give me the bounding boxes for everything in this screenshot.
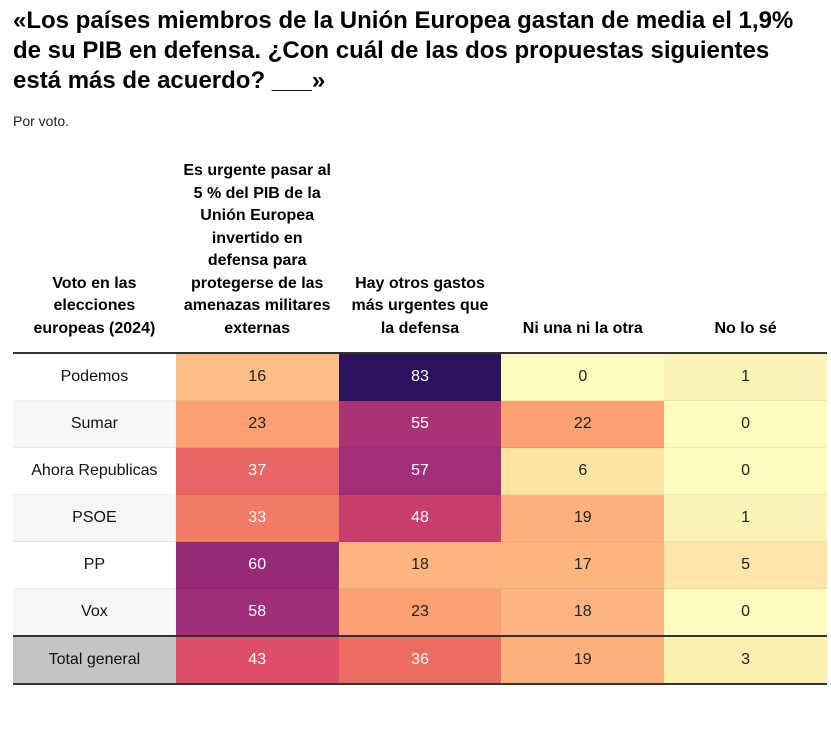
heatmap-cell: 19 — [501, 635, 665, 685]
heatmap-cell: 43 — [175, 635, 339, 685]
table-row: Sumar 23 55 22 0 — [13, 400, 827, 448]
heatmap-cell: 48 — [338, 494, 502, 542]
heatmap-cell: 0 — [501, 353, 665, 401]
column-header: Es urgente pasar al 5 % del PIB de la Un… — [175, 160, 339, 354]
title: «Los países miembros de la Unión Europea… — [13, 7, 794, 94]
row-label: PSOE — [13, 494, 176, 542]
heatmap-cell: 16 — [175, 353, 339, 401]
heatmap-cell: 57 — [338, 447, 502, 495]
heatmap-cell: 83 — [338, 353, 502, 401]
column-header: Hay otros gastos más urgentes que la def… — [338, 160, 502, 354]
row-label: Vox — [13, 588, 176, 637]
heatmap-cell: 18 — [338, 541, 502, 589]
heatmap-cell: 22 — [501, 400, 665, 448]
heatmap-cell: 0 — [664, 400, 827, 448]
table-row: PP 60 18 17 5 — [13, 541, 827, 589]
heatmap-cell: 0 — [664, 588, 827, 637]
table-row: Podemos 16 83 0 1 — [13, 353, 827, 401]
row-label: Total general — [13, 635, 176, 685]
row-label: Sumar — [13, 400, 176, 448]
column-header: No lo sé — [664, 160, 827, 354]
heatmap-cell: 17 — [501, 541, 665, 589]
column-header: Ni una ni la otra — [501, 160, 665, 354]
table-row: Total general 43 36 19 3 — [13, 635, 827, 685]
row-label: Podemos — [13, 353, 176, 401]
table-row: Ahora Republicas 37 57 6 0 — [13, 447, 827, 495]
heatmap-cell: 23 — [175, 400, 339, 448]
heatmap-cell: 58 — [175, 588, 339, 637]
heatmap-cell: 3 — [664, 635, 827, 685]
heatmap-cell: 37 — [175, 447, 339, 495]
heatmap-cell: 18 — [501, 588, 665, 637]
heatmap-cell: 19 — [501, 494, 665, 542]
heatmap-cell: 1 — [664, 353, 827, 401]
heatmap-cell: 36 — [338, 635, 502, 685]
table-row: PSOE 33 48 19 1 — [13, 494, 827, 542]
heatmap-cell: 6 — [501, 447, 665, 495]
heatmap-cell: 60 — [175, 541, 339, 589]
table-row: Vox 58 23 18 0 — [13, 588, 827, 637]
row-label: Ahora Republicas — [13, 447, 176, 495]
column-header: Voto en las elecciones europeas (2024) — [13, 160, 176, 354]
heatmap-cell: 55 — [338, 400, 502, 448]
heatmap-cell: 0 — [664, 447, 827, 495]
row-label: PP — [13, 541, 176, 589]
subtitle: Por voto. — [13, 113, 70, 129]
heatmap-table: Voto en las elecciones europeas (2024) Es… — [13, 160, 827, 685]
heatmap-cell: 23 — [338, 588, 502, 637]
heatmap-cell: 33 — [175, 494, 339, 542]
heatmap-cell: 1 — [664, 494, 827, 542]
heatmap-cell: 5 — [664, 541, 827, 589]
